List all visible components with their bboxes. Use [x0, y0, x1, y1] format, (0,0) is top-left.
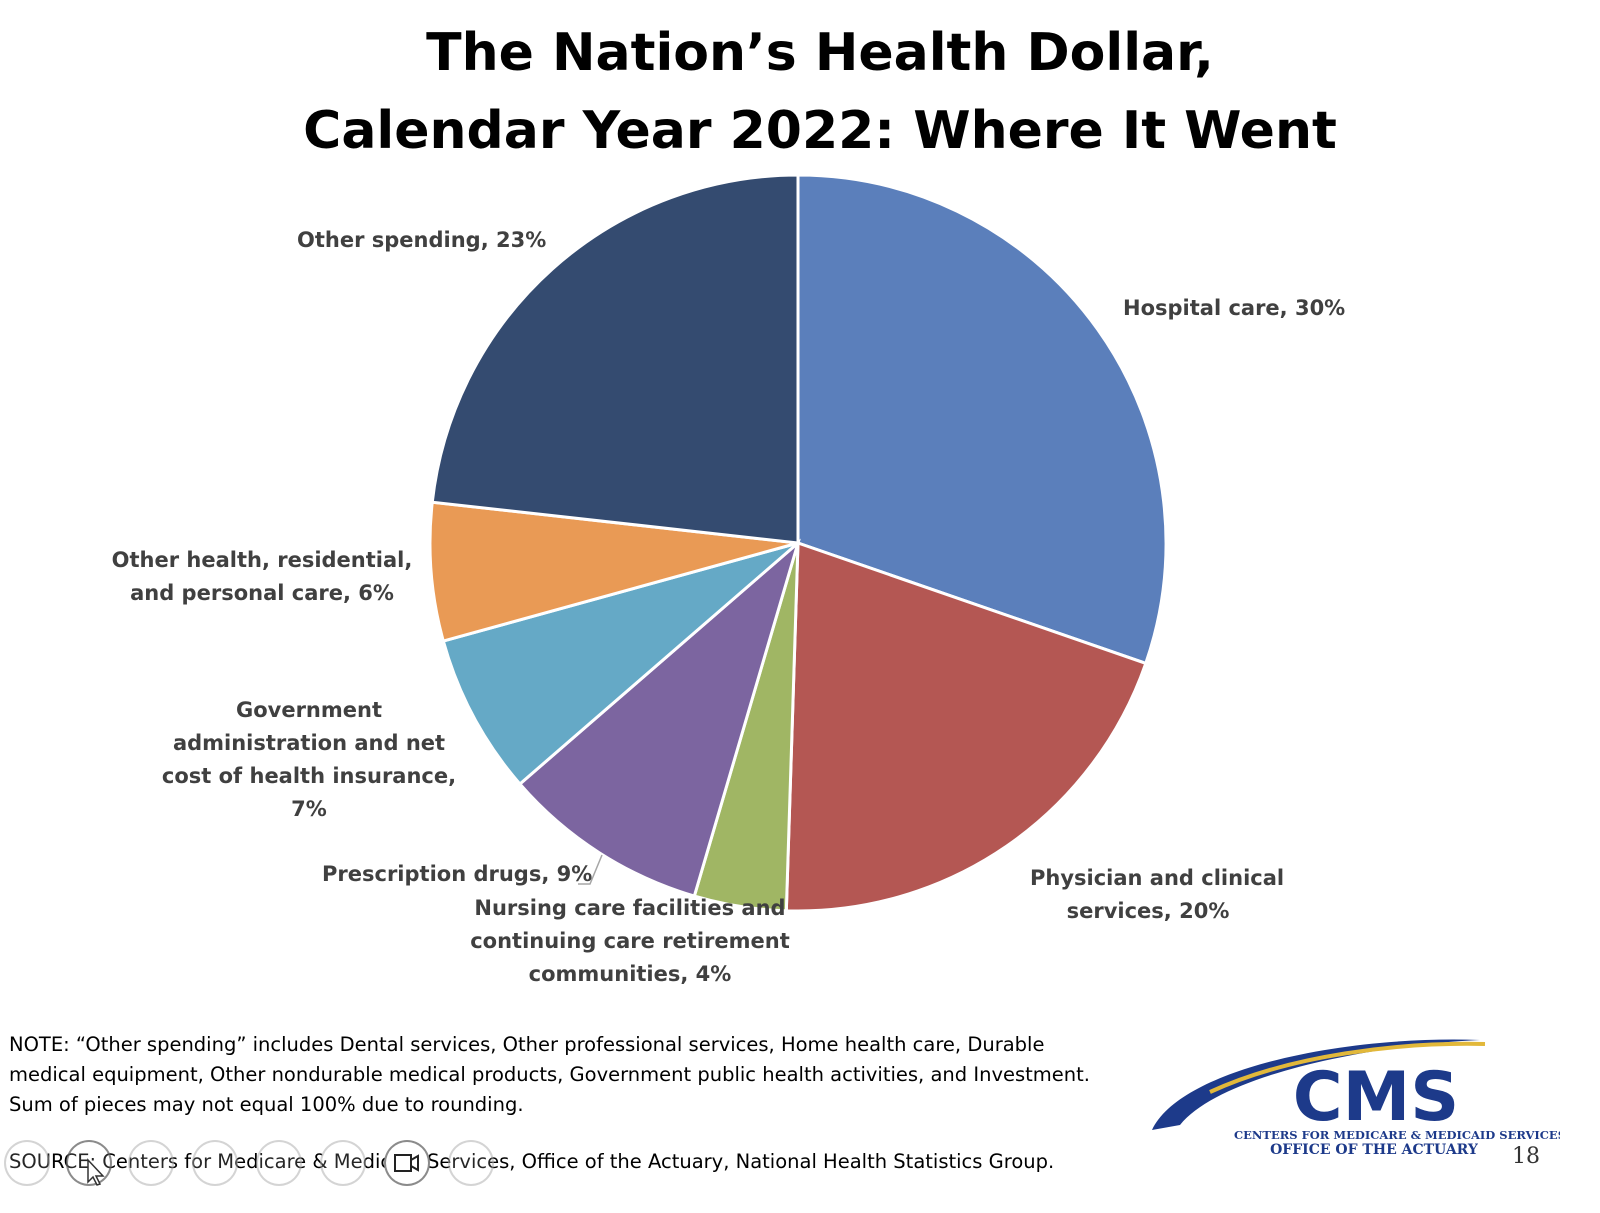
leader-line-prescription-drugs: [578, 854, 603, 885]
more-icon[interactable]: [448, 1140, 494, 1186]
page-number: 18: [1512, 1144, 1540, 1169]
slice-label-line: Nursing care facilities and: [474, 896, 786, 920]
slice-label-line: Other spending, 23%: [297, 228, 547, 252]
note-line: Sum of pieces may not equal 100% due to …: [9, 1093, 524, 1116]
slice-label-other-health-residential-and-personal-care: Other health, residential, and personal c…: [110, 544, 414, 610]
chart-title-line-1: The Nation’s Health Dollar,: [426, 23, 1214, 83]
slice-label-line: continuing care retirement: [470, 929, 790, 953]
presentation-toolbar: [0, 1140, 520, 1196]
previous-icon[interactable]: [4, 1140, 50, 1186]
slice-label-line: Government: [235, 698, 382, 722]
cms-wordmark: CMS: [1293, 1058, 1460, 1137]
pie-slice-government-administration-and-net-cost-of-health-insurance: [441, 541, 799, 787]
subtitles-icon[interactable]: [320, 1140, 366, 1186]
cursor-icon: [87, 1158, 105, 1186]
pie-slice-prescription-drugs: [517, 538, 801, 898]
slice-label-line: 7%: [291, 797, 327, 821]
slice-label-hospital-care: Hospital care, 30%: [1123, 292, 1345, 325]
pie-slice-other-health-residential-and-personal-care: [428, 500, 799, 643]
slice-label-line: services, 20%: [1066, 899, 1230, 923]
slice-label-line: cost of health insurance,: [161, 764, 457, 788]
chart-title-line-2: Calendar Year 2022: Where It Went: [303, 101, 1337, 161]
slice-label-physician-and-clinical-services: Physician and clinical services, 20%: [1030, 862, 1285, 928]
slice-label-line: Physician and clinical: [1030, 866, 1285, 890]
video-camera-icon: [394, 1154, 419, 1172]
slice-label-government-administration-and-net-cost-of-health-insurance: Government administration and net cost of …: [160, 694, 458, 826]
slice-label-nursing-care-facilities-and-continuing-care-retirement-communities: Nursing care facilities and continuing ca…: [470, 892, 790, 991]
pie-chart: [428, 173, 1168, 913]
slice-label-prescription-drugs: Prescription drugs, 9%: [322, 858, 592, 891]
slice-label-line: Other health, residential,: [111, 548, 413, 572]
cms-logo-line2: OFFICE OF THE ACTUARY: [1270, 1142, 1479, 1158]
note-line: NOTE: “Other spending” includes Dental s…: [9, 1033, 1045, 1056]
slides-icon[interactable]: [192, 1140, 238, 1186]
cms-logo-line1: CENTERS FOR MEDICARE & MEDICAID SERVICES: [1234, 1128, 1560, 1142]
pie-slice-other-spending: [430, 173, 800, 545]
camera-icon[interactable]: [384, 1140, 430, 1186]
slice-label-line: communities, 4%: [528, 962, 732, 986]
slice-label-line: Hospital care, 30%: [1123, 296, 1346, 320]
note-text: NOTE: “Other spending” includes Dental s…: [9, 1030, 1159, 1120]
pie-slice-physician-and-clinical-services: [784, 540, 1148, 913]
pie-slice-hospital-care: [796, 173, 1168, 666]
zoom-icon[interactable]: [256, 1140, 302, 1186]
slice-label-line: Prescription drugs, 9%: [322, 862, 593, 886]
slice-label-other-spending: Other spending, 23%: [297, 224, 546, 257]
cms-logo: CMS CENTERS FOR MEDICARE & MEDICAID SERV…: [1152, 1039, 1560, 1158]
pen-icon[interactable]: [128, 1140, 174, 1186]
note-line: medical equipment, Other nondurable medi…: [9, 1063, 1090, 1086]
slice-label-line: administration and net: [172, 731, 446, 755]
pointer-icon[interactable]: [66, 1140, 112, 1186]
slice-label-line: and personal care, 6%: [130, 581, 394, 605]
